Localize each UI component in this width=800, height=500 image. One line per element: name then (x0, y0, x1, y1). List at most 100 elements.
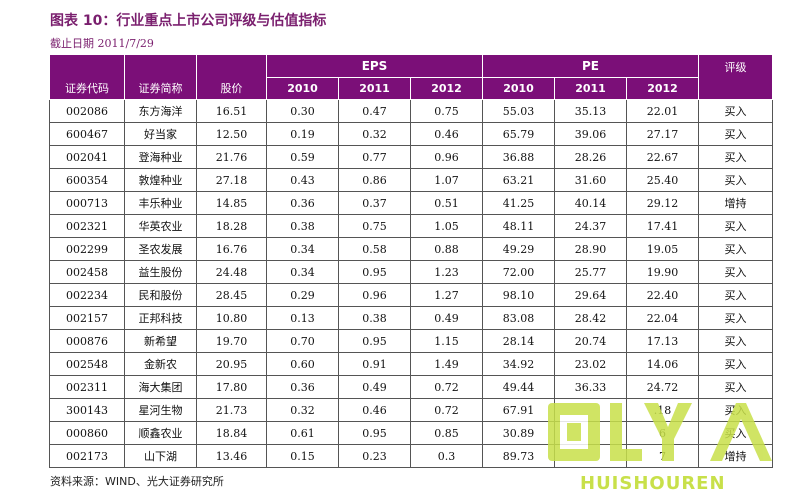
cell-pe-2010: 36.88 (482, 145, 556, 169)
cell-pe-2012: 17.41 (626, 214, 700, 238)
cell-eps-2012: 1.23 (409, 260, 484, 284)
cell-eps-2012: 0.51 (409, 191, 484, 215)
cell-eps-2011: 0.95 (338, 260, 411, 284)
cell-eps-2012: 1.15 (409, 329, 484, 353)
table-row: 002173 山下湖 13.46 0.15 0.23 0.3 89.73 7 增持 (49, 444, 774, 468)
table-row: 300143 星河生物 21.73 0.32 0.46 0.72 67.91 .18 买入 (49, 398, 774, 422)
cell-price: 27.18 (196, 168, 267, 192)
table-row: 000860 顺鑫农业 18.84 0.61 0.95 0.85 30.89 6 买入 (49, 421, 774, 445)
cell-name: 新希望 (124, 329, 197, 353)
cell-eps-2011: 0.91 (338, 352, 411, 376)
cell-eps-2010: 0.32 (266, 398, 339, 422)
cell-pe-2012: 24.72 (626, 375, 700, 399)
cell-name: 敦煌种业 (124, 168, 197, 192)
header-eps-2011: 2011 (338, 77, 411, 100)
table-row: 600354 敦煌种业 27.18 0.43 0.86 1.07 63.21 31.60 25.… (49, 168, 774, 192)
cell-eps-2010: 0.15 (266, 444, 339, 468)
cell-price: 16.76 (196, 237, 267, 261)
cell-price: 14.85 (196, 191, 267, 215)
cell-pe-2011 (554, 398, 628, 422)
cell-rating: 买入 (698, 99, 774, 123)
cell-name: 东方海洋 (124, 99, 197, 123)
cell-eps-2012: 0.49 (409, 306, 484, 330)
cell-eps-2012: 0.96 (409, 145, 484, 169)
cell-pe-2011: 25.77 (554, 260, 628, 284)
cell-rating: 买入 (698, 421, 774, 445)
cell-eps-2011: 0.49 (338, 375, 411, 399)
cell-eps-2010: 0.43 (266, 168, 339, 192)
cell-pe-2010: 34.92 (482, 352, 556, 376)
cell-eps-2010: 0.19 (266, 122, 339, 146)
cell-name: 顺鑫农业 (124, 421, 197, 445)
cell-eps-2011: 0.47 (338, 99, 411, 123)
cell-pe-2010: 48.11 (482, 214, 556, 238)
table-row: 600467 好当家 12.50 0.19 0.32 0.46 65.79 39.06 27.1… (49, 122, 774, 146)
cell-pe-2011: 28.26 (554, 145, 628, 169)
cell-rating: 买入 (698, 145, 774, 169)
cell-pe-2010: 65.79 (482, 122, 556, 146)
cell-code: 002234 (49, 283, 125, 307)
cell-price: 17.80 (196, 375, 267, 399)
cell-pe-2011: 28.42 (554, 306, 628, 330)
cell-eps-2011: 0.77 (338, 145, 411, 169)
cell-eps-2011: 0.37 (338, 191, 411, 215)
cell-eps-2010: 0.34 (266, 260, 339, 284)
cell-rating: 买入 (698, 306, 774, 330)
table-row: 000713 丰乐种业 14.85 0.36 0.37 0.51 41.25 40.14 29.… (49, 191, 774, 215)
cell-price: 16.51 (196, 99, 267, 123)
cell-pe-2011: 40.14 (554, 191, 628, 215)
cell-pe-2011: 23.02 (554, 352, 628, 376)
table-row: 002157 正邦科技 10.80 0.13 0.38 0.49 83.08 28.42 22.… (49, 306, 774, 330)
cell-name: 海大集团 (124, 375, 197, 399)
cell-rating: 买入 (698, 260, 774, 284)
cell-eps-2011: 0.96 (338, 283, 411, 307)
cell-code: 002157 (49, 306, 125, 330)
cell-code: 000713 (49, 191, 125, 215)
cell-name: 登海种业 (124, 145, 197, 169)
cell-code: 002311 (49, 375, 125, 399)
cell-eps-2012: 1.27 (409, 283, 484, 307)
cell-eps-2010: 0.59 (266, 145, 339, 169)
cell-code: 600467 (49, 122, 125, 146)
cell-pe-2010: 49.44 (482, 375, 556, 399)
header-eps-2010: 2010 (266, 77, 339, 100)
cell-eps-2012: 1.07 (409, 168, 484, 192)
cell-eps-2012: 1.05 (409, 214, 484, 238)
cell-code: 002086 (49, 99, 125, 123)
cell-price: 24.48 (196, 260, 267, 284)
header-price: 股价 (196, 54, 267, 100)
cell-eps-2011: 0.75 (338, 214, 411, 238)
cell-pe-2012: .18 (626, 398, 700, 422)
cell-pe-2012: 22.01 (626, 99, 700, 123)
cell-eps-2010: 0.60 (266, 352, 339, 376)
cell-pe-2010: 55.03 (482, 99, 556, 123)
table-row: 002321 华英农业 18.28 0.38 0.75 1.05 48.11 24.37 17.… (49, 214, 774, 238)
cell-eps-2012: 0.46 (409, 122, 484, 146)
source-note: 资料来源：WIND、光大证券研究所 (50, 475, 224, 488)
cell-pe-2011: 29.64 (554, 283, 628, 307)
cell-pe-2011: 35.13 (554, 99, 628, 123)
cell-pe-2012: 29.12 (626, 191, 700, 215)
cell-code: 002041 (49, 145, 125, 169)
cell-price: 20.95 (196, 352, 267, 376)
cell-pe-2011: 20.74 (554, 329, 628, 353)
watermark-text: HUISHOUREN (580, 473, 726, 494)
cell-code: 002173 (49, 444, 125, 468)
table-row: 002458 益生股份 24.48 0.34 0.95 1.23 72.00 25.77 19.… (49, 260, 774, 284)
cell-eps-2011: 0.23 (338, 444, 411, 468)
cell-name: 山下湖 (124, 444, 197, 468)
cell-eps-2011: 0.95 (338, 329, 411, 353)
cell-pe-2012: 22.04 (626, 306, 700, 330)
cell-pe-2012: 25.40 (626, 168, 700, 192)
cell-eps-2011: 0.86 (338, 168, 411, 192)
cell-eps-2012: 0.72 (409, 398, 484, 422)
cell-eps-2012: 0.72 (409, 375, 484, 399)
cell-rating: 买入 (698, 237, 774, 261)
cell-price: 21.76 (196, 145, 267, 169)
cell-code: 002548 (49, 352, 125, 376)
date-subtitle: 截止日期 2011/7/29 (50, 37, 154, 50)
cell-code: 002458 (49, 260, 125, 284)
cell-eps-2012: 0.88 (409, 237, 484, 261)
cell-pe-2011 (554, 421, 628, 445)
cell-name: 圣农发展 (124, 237, 197, 261)
